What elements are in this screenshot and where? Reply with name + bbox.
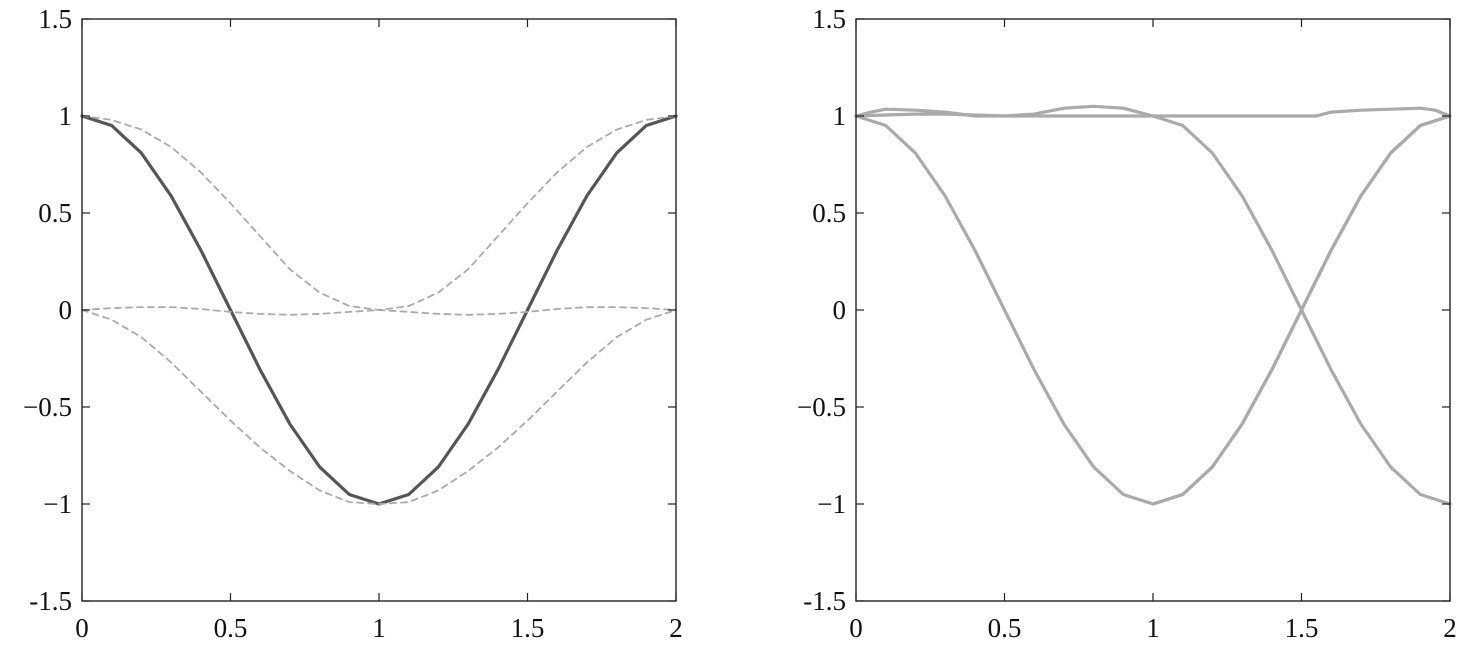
y-tick-label: -1.5 xyxy=(803,586,846,616)
x-tick-label: 2 xyxy=(1443,613,1457,643)
series-line-1 xyxy=(854,112,1452,506)
series-line-1 xyxy=(81,115,677,311)
y-tick-label: −0.5 xyxy=(23,392,72,422)
series-line-3 xyxy=(81,306,677,316)
x-tick-label: 0 xyxy=(75,613,89,643)
right-plot-panel: 0 0.5 1 1.5 2 -1.5 −1 −0.5 0 0.5 1 1.5 xyxy=(797,4,1457,643)
y-tick-label: 0.5 xyxy=(812,198,846,228)
y-tick-label: 1 xyxy=(833,101,847,131)
series-line-2 xyxy=(854,104,1452,118)
y-tick-label: −0.5 xyxy=(797,392,846,422)
series-line-2 xyxy=(81,309,677,505)
y-tick-label: 0.5 xyxy=(38,198,72,228)
axes-frame xyxy=(855,18,1451,602)
series-line-0 xyxy=(854,114,1452,506)
x-tick-label: 1 xyxy=(372,613,386,643)
x-tick-label: 2 xyxy=(669,613,683,643)
y-tick-label: 1.5 xyxy=(38,4,72,34)
y-tick-label: 0 xyxy=(59,295,73,325)
x-tick-label: 0.5 xyxy=(988,613,1022,643)
x-tick-label: 0 xyxy=(849,613,863,643)
x-tick-label: 1.5 xyxy=(511,613,545,643)
y-tick-label: −1 xyxy=(817,489,846,519)
y-tick-label: 0 xyxy=(833,295,847,325)
y-tick-label: 1.5 xyxy=(812,4,846,34)
y-tick-label: 1 xyxy=(59,101,73,131)
x-tick-label: 1.5 xyxy=(1285,613,1319,643)
series-line-3 xyxy=(1151,114,1452,506)
x-tick-label: 1 xyxy=(1146,613,1160,643)
left-plot-panel: 0 0.5 1 1.5 2 -1.5 −1 −0.5 0 0.5 1 1.5 xyxy=(23,4,683,643)
x-tick-label: 0.5 xyxy=(214,613,248,643)
y-tick-label: -1.5 xyxy=(29,586,72,616)
y-tick-label: −1 xyxy=(43,489,72,519)
